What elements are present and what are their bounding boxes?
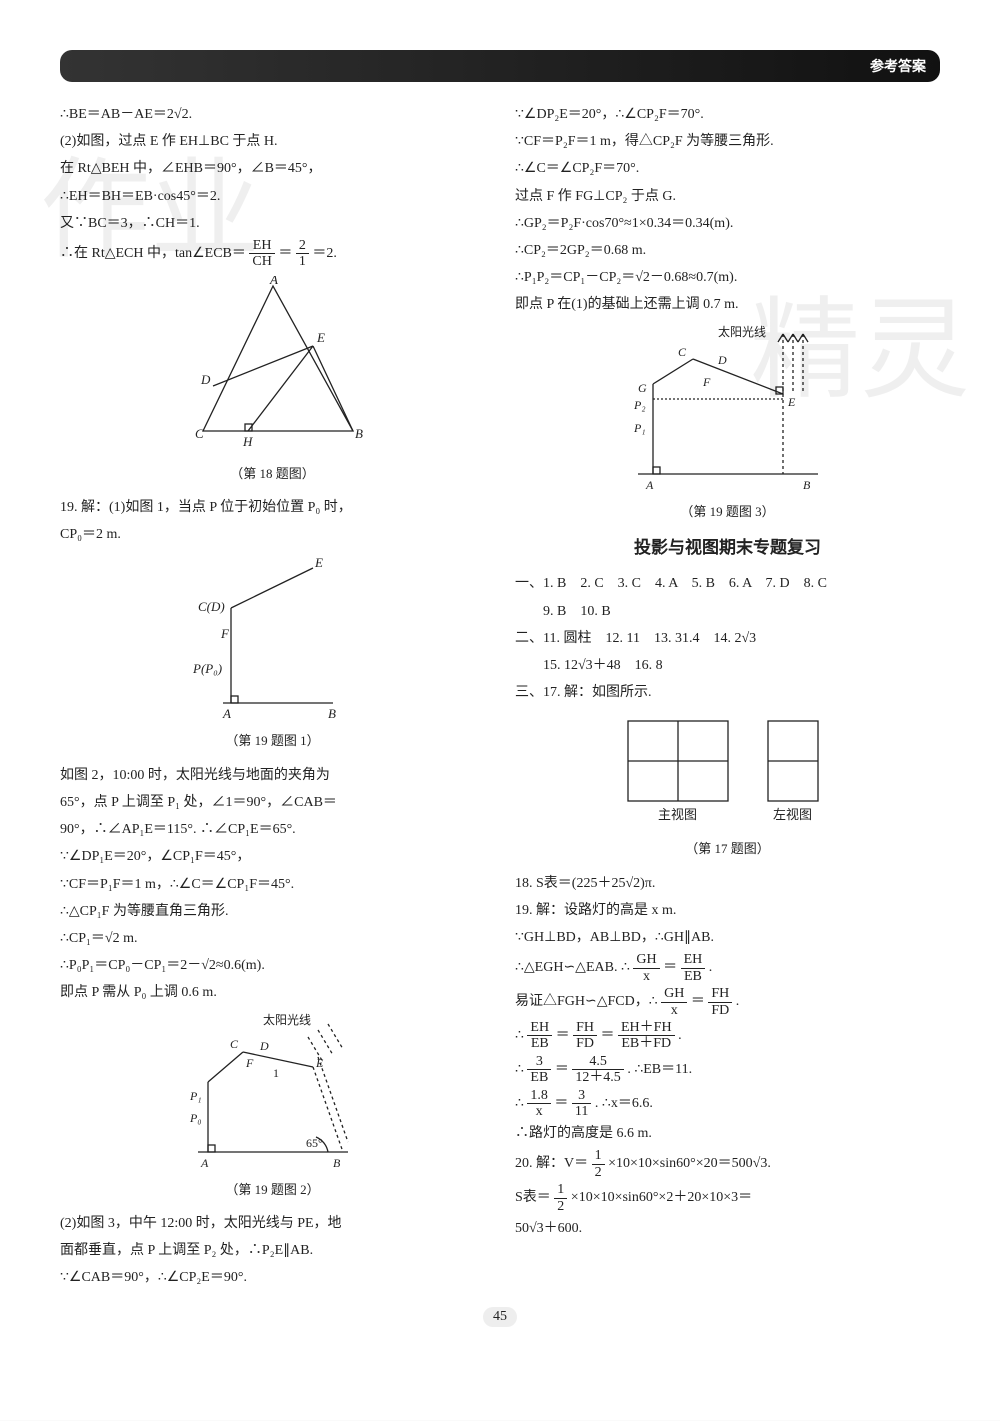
section-title: 投影与视图期末专题复习 — [515, 533, 940, 564]
svg-text:A: A — [222, 706, 231, 721]
right-column: ∵∠DP₂E＝20°，∴∠CP₂F＝70°. ∵CF＝P₂F＝1 m，得△CP₂… — [515, 100, 940, 1293]
answers-1: 一、1. B 2. C 3. C 4. A 5. B 6. A 7. D 8. … — [515, 571, 940, 596]
text: ∵∠DP₁E＝20°，∠CP₁F＝45°， — [60, 844, 485, 869]
text: 20. 解：V＝ 12 ×10×10×sin60°×20＝500√3. — [515, 1148, 940, 1180]
svg-text:A: A — [645, 478, 654, 492]
svg-text:A: A — [200, 1156, 209, 1170]
svg-text:P₀: P₀ — [189, 1111, 202, 1125]
text: ∵CF＝P₂F＝1 m，得△CP₂F 为等腰三角形. — [515, 129, 940, 154]
fig19-1-caption: （第 19 题图 1） — [60, 729, 485, 752]
svg-text:E: E — [315, 1056, 324, 1070]
figure-17: 主视图 左视图 — [598, 711, 858, 831]
svg-text:B: B — [333, 1156, 341, 1170]
columns: ∴BE＝AB－AE＝2√2. (2)如图，过点 E 作 EH⊥BC 于点 H. … — [60, 100, 940, 1293]
svg-text:G: G — [638, 381, 647, 395]
figure-19-2: 太阳光线 A B C D E F P₁ P₀ 1 65° — [168, 1012, 378, 1172]
answers-2b: 15. 12√3＋48 16. 8 — [515, 653, 940, 678]
svg-text:B: B — [355, 426, 363, 441]
text: ∴EH＝BH＝EB·cos45°＝2. — [60, 184, 485, 209]
svg-text:P₁: P₁ — [633, 421, 646, 435]
svg-text:F: F — [702, 375, 711, 389]
text: (2)如图 3，中午 12:00 时，太阳光线与 PE，地 — [60, 1211, 485, 1236]
text: 19. 解：(1)如图 1，当点 P 位于初始位置 P₀ 时， — [60, 495, 485, 520]
text: 过点 F 作 FG⊥CP₂ 于点 G. — [515, 184, 940, 209]
svg-text:太阳光线: 太阳光线 — [263, 1012, 311, 1027]
text: ∵∠CAB＝90°，∴∠CP₂E＝90°. — [60, 1265, 485, 1290]
svg-text:F: F — [220, 626, 230, 641]
text: 即点 P 在(1)的基础上还需上调 0.7 m. — [515, 292, 940, 317]
header-bar: 参考答案 — [60, 50, 940, 82]
text: S表＝ 12 ×10×10×sin60°×2＋20×10×3＝ — [515, 1182, 940, 1214]
fig17-caption: （第 17 题图） — [515, 837, 940, 860]
text: 即点 P 需从 P₀ 上调 0.6 m. — [60, 980, 485, 1005]
svg-text:D: D — [717, 353, 727, 367]
svg-text:E: E — [787, 395, 796, 409]
text: ∵GH⊥BD，AB⊥BD，∴GH∥AB. — [515, 925, 940, 950]
left-column: ∴BE＝AB－AE＝2√2. (2)如图，过点 E 作 EH⊥BC 于点 H. … — [60, 100, 485, 1293]
svg-text:B: B — [803, 478, 811, 492]
text: ∴ EHEB ＝ FHFD ＝ EH＋FHEB＋FD . — [515, 1020, 940, 1052]
svg-text:1: 1 — [273, 1066, 279, 1080]
svg-text:H: H — [242, 434, 253, 449]
svg-text:B: B — [328, 706, 336, 721]
text: ∴ 1.8x ＝ 311 . ∴x＝6.6. — [515, 1088, 940, 1120]
text: (2)如图，过点 E 作 EH⊥BC 于点 H. — [60, 129, 485, 154]
text: 18. S表＝(225＋25√2)π. — [515, 871, 940, 896]
text: 面都垂直，点 P 上调至 P₂ 处，∴P₂E∥AB. — [60, 1238, 485, 1263]
svg-text:C: C — [678, 345, 687, 359]
text: ∵CF＝P₁F＝1 m，∴∠C＝∠CP₁F＝45°. — [60, 872, 485, 897]
text: 50√3＋600. — [515, 1216, 940, 1241]
svg-text:E: E — [316, 330, 325, 345]
svg-text:C: C — [230, 1037, 239, 1051]
text: 在 Rt△BEH 中，∠EHB＝90°，∠B＝45°， — [60, 156, 485, 181]
text: 90°，∴∠AP₁E＝115°. ∴∠CP₁E＝65°. — [60, 817, 485, 842]
text: 如图 2，10:00 时，太阳光线与地面的夹角为 — [60, 763, 485, 788]
page-number: 45 — [483, 1307, 517, 1327]
svg-text:P₂: P₂ — [633, 398, 646, 412]
fig18-caption: （第 18 题图） — [60, 462, 485, 485]
svg-text:65°: 65° — [306, 1136, 323, 1150]
svg-text:P₁: P₁ — [189, 1089, 202, 1103]
text: ∴△CP₁F 为等腰直角三角形. — [60, 899, 485, 924]
text: ∴P₁P₂＝CP₁－CP₂＝√2－0.68≈0.7(m). — [515, 265, 940, 290]
svg-text:D: D — [259, 1039, 269, 1053]
text: 又∵BC＝3，∴CH＝1. — [60, 211, 485, 236]
header-label: 参考答案 — [870, 60, 926, 75]
text: ∴CP₁＝√2 m. — [60, 926, 485, 951]
text: ∴△EGH∽△EAB. ∴ GHx ＝ EHEB . — [515, 952, 940, 984]
svg-text:C(D): C(D) — [198, 599, 225, 614]
svg-text:F: F — [245, 1056, 254, 1070]
fig19-2-caption: （第 19 题图 2） — [60, 1178, 485, 1201]
text: ∴P₀P₁＝CP₀－CP₁＝2－√2≈0.6(m). — [60, 953, 485, 978]
text: ∵∠DP₂E＝20°，∴∠CP₂F＝70°. — [515, 102, 940, 127]
text: ∴路灯的高度是 6.6 m. — [515, 1121, 940, 1146]
text: ∴在 Rt△ECH 中，tan∠ECB＝ EHCH ＝ 21 ＝2. — [60, 238, 485, 270]
figure-18: A B C D E H — [173, 276, 373, 456]
svg-text:D: D — [200, 372, 211, 387]
figure-19-3: 太阳光线 A B C D E F G P₂ P₁ — [608, 324, 848, 494]
text: ∴CP₂＝2GP₂＝0.68 m. — [515, 238, 940, 263]
text: ∴ 3EB ＝ 4.512＋4.5 . ∴EB＝11. — [515, 1054, 940, 1086]
text: ∴GP₂＝P₂F·cos70°≈1×0.34＝0.34(m). — [515, 211, 940, 236]
text: 65°，点 P 上调至 P₁ 处，∠1＝90°，∠CAB＝ — [60, 790, 485, 815]
svg-text:左视图: 左视图 — [773, 807, 812, 822]
svg-text:E: E — [314, 555, 323, 570]
figure-19-1: A B C(D) F P(P₀) E — [193, 553, 353, 723]
text: 19. 解：设路灯的高是 x m. — [515, 898, 940, 923]
svg-text:主视图: 主视图 — [658, 807, 697, 822]
answers-2: 二、11. 圆柱 12. 11 13. 31.4 14. 2√3 — [515, 626, 940, 651]
text: ∴BE＝AB－AE＝2√2. — [60, 102, 485, 127]
answers-1b: 9. B 10. B — [515, 599, 940, 624]
text: CP₀＝2 m. — [60, 522, 485, 547]
answers-3: 三、17. 解：如图所示. — [515, 680, 940, 705]
page: 作业 精灵 参考答案 ∴BE＝AB－AE＝2√2. (2)如图，过点 E 作 E… — [0, 0, 1000, 1420]
fig19-3-caption: （第 19 题图 3） — [515, 500, 940, 523]
text: ∴∠C＝∠CP₂F＝70°. — [515, 156, 940, 181]
svg-text:P(P₀): P(P₀) — [193, 661, 222, 676]
svg-text:A: A — [269, 276, 278, 287]
text: 易证△FGH∽△FCD，∴ GHx ＝ FHFD . — [515, 986, 940, 1018]
svg-text:C: C — [195, 426, 204, 441]
svg-text:太阳光线: 太阳光线 — [718, 324, 766, 339]
